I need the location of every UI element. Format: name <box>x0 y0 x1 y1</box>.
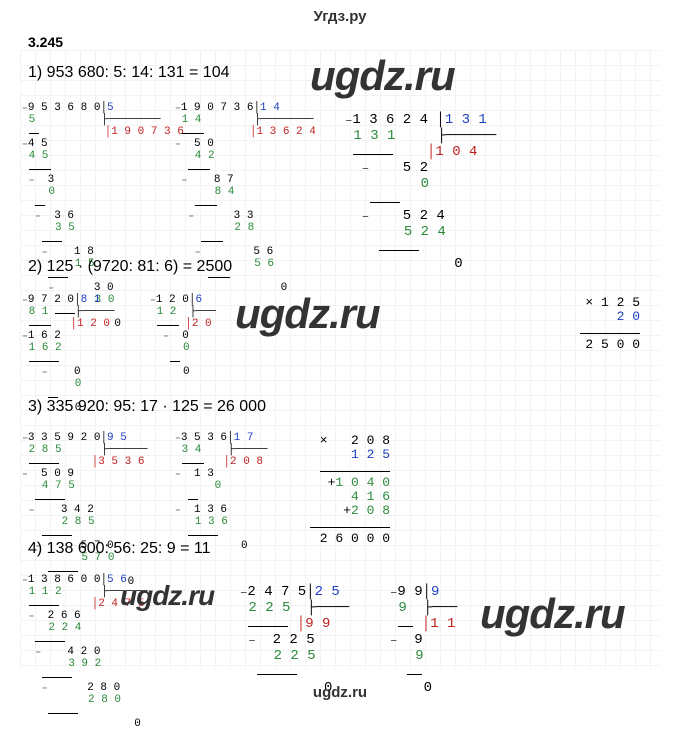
long-division-2b: ₋1 2 0│6 1 2 ├─── │2 0 ₋ 0 0 0 <box>150 282 216 378</box>
problem-4: 4) 138 600: 56: 25: 9 = 11 <box>28 540 211 558</box>
problem-1: 1) 953 680: 5: 14: 131 = 104 <box>28 64 230 82</box>
watermark: ugdz.ru <box>120 580 214 612</box>
long-division-3b: ₋3 5 3 6│1 7 3 4 ├───── │2 0 8 ₋ 1 3 0 ₋… <box>175 420 267 552</box>
page-header: Угдз.ру <box>0 0 680 25</box>
page-footer: ugdz.ru <box>0 684 680 701</box>
long-division-1c: ₋1 3 6 2 4 │1 3 1 1 3 1 ├────── │1 0 4 ₋… <box>345 96 496 272</box>
long-division-4c: ₋9 9│9 9 ├─── │1 1 ₋ 9 9 0 <box>390 568 457 696</box>
problem-2: 2) 125 · (9720: 81: 6) = 2500 <box>28 258 232 276</box>
multiplication-3: × 2 0 8 1 2 5 +1 0 4 0 4 1 6 +2 0 8 2 6 … <box>300 420 390 546</box>
watermark: ugdz.ru <box>235 290 380 338</box>
long-division-4b: ₋2 4 7 5│2 5 2 2 5 ├──── │9 9 ₋ 2 2 5 2 … <box>240 568 349 696</box>
exercise-number: 3.245 <box>28 34 63 50</box>
watermark: ugdz.ru <box>480 590 625 638</box>
watermark: ugdz.ru <box>310 52 455 100</box>
multiplication-2: × 1 2 5 2 0 2 5 0 0 <box>560 282 640 352</box>
problem-3: 3) 335 920: 95: 17 · 125 = 26 000 <box>28 398 266 416</box>
long-division-2a: ₋9 7 2 0│8 1 8 1 ├───── │1 2 0 ₋1 6 2 1 … <box>22 282 114 414</box>
